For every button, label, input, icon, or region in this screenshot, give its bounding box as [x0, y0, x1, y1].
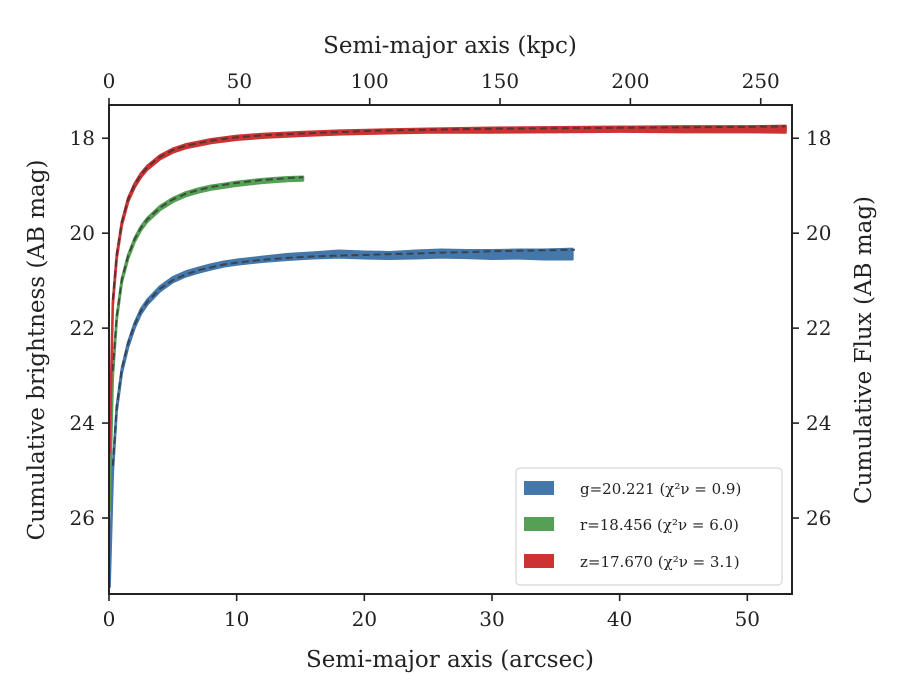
top-x-tick-label: 50	[227, 69, 252, 93]
legend-chi2-z: (χ²ν = 3.1)	[658, 553, 740, 571]
x-axis-label: Semi-major axis (arcsec)	[306, 647, 594, 673]
legend-label-z: z=17.670 (χ²ν = 3.1)	[580, 553, 740, 571]
right-y-tick-label: 20	[806, 221, 831, 245]
top-x-tick-label: 0	[103, 69, 116, 93]
series-band-z	[109, 124, 787, 455]
series-band-g	[109, 247, 574, 589]
x-tick-label: 40	[607, 607, 632, 631]
legend-swatch-g	[524, 481, 554, 495]
series-group	[109, 124, 787, 589]
legend-chi2-g: (χ²ν = 0.9)	[659, 480, 741, 498]
right-y-axis-label: Cumulative Flux (AB mag)	[851, 196, 877, 504]
legend-name-g: g=20.221	[580, 480, 655, 498]
model-line-r	[111, 176, 304, 371]
x-tick-label: 30	[479, 607, 504, 631]
right-y-tick-label: 18	[806, 126, 831, 150]
right-y-tick-label: 22	[806, 316, 831, 340]
x-tick-label: 50	[735, 607, 760, 631]
top-x-tick-label: 200	[611, 69, 649, 93]
legend-chi2-r: (χ²ν = 6.0)	[657, 516, 739, 534]
top-x-tick-label: 250	[742, 69, 780, 93]
legend-label-g: g=20.221 (χ²ν = 0.9)	[580, 480, 741, 498]
top-x-axis-label: Semi-major axis (kpc)	[323, 33, 577, 59]
legend-frame	[515, 467, 783, 586]
legend-label-r: r=18.456 (χ²ν = 6.0)	[580, 516, 739, 534]
legend: g=20.221 (χ²ν = 0.9) r=18.456 (χ²ν = 6.0…	[515, 467, 783, 586]
plot-area	[109, 124, 787, 589]
axes-frame	[108, 104, 793, 595]
x-tick-label: 0	[103, 607, 116, 631]
model-line-z	[111, 125, 786, 300]
top-x-tick-label: 100	[351, 69, 389, 93]
x-tick-label: 20	[352, 607, 377, 631]
legend-name-r: r=18.456	[580, 516, 652, 534]
y-tick-label: 22	[70, 316, 95, 340]
x-tick-label: 10	[224, 607, 249, 631]
legend-name-z: z=17.670	[580, 553, 653, 571]
right-y-tick-label: 26	[806, 506, 831, 530]
y-tick-label: 18	[70, 126, 95, 150]
legend-swatch-r	[524, 517, 554, 531]
y-tick-label: 20	[70, 221, 95, 245]
axes: 0 10 20 30 40 50 0 50 100 150 200 250 18 18 20 20 22 22 24…	[70, 69, 832, 631]
y-axis-label: Cumulative brightness (AB mag)	[24, 160, 50, 541]
top-x-tick-label: 150	[481, 69, 519, 93]
model-line-g	[111, 248, 576, 466]
series-band-r	[109, 175, 305, 512]
y-tick-label: 24	[70, 411, 95, 435]
right-y-tick-label: 24	[806, 411, 831, 435]
legend-swatch-z	[524, 554, 554, 568]
y-tick-label: 26	[70, 506, 95, 530]
